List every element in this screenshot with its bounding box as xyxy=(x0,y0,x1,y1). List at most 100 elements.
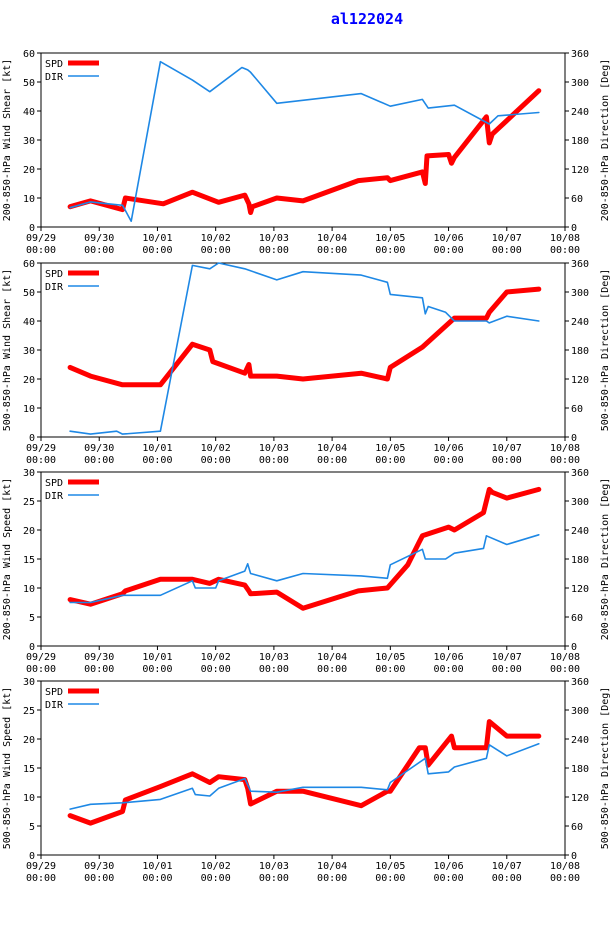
series-line-spd xyxy=(67,286,542,388)
y-tick-label: 30 xyxy=(23,677,35,688)
y-tick-label: 0 xyxy=(29,851,35,862)
x-tick-time: 00:00 xyxy=(317,664,347,675)
x-tick-time: 00:00 xyxy=(492,664,522,675)
x-tick-date: 10/05 xyxy=(375,861,405,872)
series-line-spd xyxy=(67,719,542,826)
y-tick-label: 20 xyxy=(23,165,35,176)
x-tick-time: 00:00 xyxy=(142,455,172,466)
x-tick-time: 00:00 xyxy=(550,873,580,884)
x-tick-date: 10/04 xyxy=(317,861,347,872)
x-tick-time: 00:00 xyxy=(434,245,464,256)
x-tick-date: 10/02 xyxy=(201,233,231,244)
x-tick-date: 10/06 xyxy=(434,861,464,872)
x-tick-date: 10/02 xyxy=(201,861,231,872)
x-tick-date: 09/30 xyxy=(84,233,114,244)
legend-label-dir: DIR xyxy=(45,282,64,293)
x-tick-date: 10/01 xyxy=(142,652,172,663)
y2-tick-label: 0 xyxy=(571,851,577,862)
legend-label-dir: DIR xyxy=(45,491,64,502)
y-tick-label: 30 xyxy=(23,468,35,479)
x-tick-time: 00:00 xyxy=(259,664,289,675)
x-tick-date: 10/01 xyxy=(142,443,172,454)
x-tick-date: 10/04 xyxy=(317,233,347,244)
x-tick-date: 10/07 xyxy=(492,233,522,244)
x-tick-date: 10/08 xyxy=(550,861,580,872)
x-tick-time: 00:00 xyxy=(201,245,231,256)
y2-tick-label: 60 xyxy=(571,404,583,415)
y-tick-label: 40 xyxy=(23,107,35,118)
x-tick-date: 10/05 xyxy=(375,652,405,663)
x-tick-time: 00:00 xyxy=(26,664,56,675)
chart-panel-1: 010203040506006012018024030036009/2900:0… xyxy=(2,49,611,256)
x-tick-time: 00:00 xyxy=(201,455,231,466)
x-tick-date: 10/06 xyxy=(434,652,464,663)
x-tick-time: 00:00 xyxy=(142,664,172,675)
chart-panel-4: 05101520253006012018024030036009/2900:00… xyxy=(2,677,611,884)
y-tick-label: 60 xyxy=(23,259,35,270)
x-tick-date: 10/02 xyxy=(201,443,231,454)
x-tick-time: 00:00 xyxy=(142,873,172,884)
y-tick-label: 20 xyxy=(23,735,35,746)
x-tick-date: 10/07 xyxy=(492,652,522,663)
legend-label-spd: SPD xyxy=(45,59,63,70)
y2-tick-label: 180 xyxy=(571,555,589,566)
x-tick-time: 00:00 xyxy=(317,455,347,466)
y2-tick-label: 300 xyxy=(571,497,589,508)
x-tick-time: 00:00 xyxy=(375,664,405,675)
y2-tick-label: 180 xyxy=(571,764,589,775)
y-tick-label: 0 xyxy=(29,433,35,444)
x-tick-date: 10/01 xyxy=(142,861,172,872)
x-tick-time: 00:00 xyxy=(84,245,114,256)
x-tick-date: 10/08 xyxy=(550,443,580,454)
x-tick-time: 00:00 xyxy=(375,245,405,256)
chart-panel-3: 05101520253006012018024030036009/2900:00… xyxy=(2,468,611,675)
page-title: al122024 xyxy=(330,10,404,28)
x-tick-time: 00:00 xyxy=(317,873,347,884)
y2-tick-label: 60 xyxy=(571,613,583,624)
x-tick-time: 00:00 xyxy=(84,664,114,675)
x-tick-time: 00:00 xyxy=(375,873,405,884)
y2-tick-label: 240 xyxy=(571,107,589,118)
y2-tick-label: 300 xyxy=(571,706,589,717)
y-tick-label: 30 xyxy=(23,136,35,147)
x-tick-date: 09/30 xyxy=(84,861,114,872)
y2-tick-label: 300 xyxy=(571,288,589,299)
y-axis-label: 500-850-hPa Wind Shear [kt] xyxy=(2,269,13,432)
legend-label-spd: SPD xyxy=(45,478,63,489)
series-line-spd xyxy=(67,486,542,611)
y2-tick-label: 0 xyxy=(571,642,577,653)
y-tick-label: 5 xyxy=(29,822,35,833)
legend-label-dir: DIR xyxy=(45,700,64,711)
y-tick-label: 10 xyxy=(23,194,35,205)
x-tick-time: 00:00 xyxy=(317,245,347,256)
x-tick-date: 10/03 xyxy=(259,443,289,454)
y2-tick-label: 60 xyxy=(571,194,583,205)
x-tick-time: 00:00 xyxy=(434,664,464,675)
y-tick-label: 10 xyxy=(23,793,35,804)
y2-tick-label: 360 xyxy=(571,468,589,479)
y2-tick-label: 0 xyxy=(571,433,577,444)
x-tick-time: 00:00 xyxy=(84,455,114,466)
y-tick-label: 50 xyxy=(23,288,35,299)
x-tick-time: 00:00 xyxy=(550,455,580,466)
x-tick-time: 00:00 xyxy=(259,245,289,256)
y2-tick-label: 180 xyxy=(571,346,589,357)
x-tick-date: 10/08 xyxy=(550,652,580,663)
x-tick-time: 00:00 xyxy=(492,873,522,884)
y2-tick-label: 120 xyxy=(571,793,589,804)
y-tick-label: 0 xyxy=(29,642,35,653)
y-tick-label: 20 xyxy=(23,375,35,386)
y2-tick-label: 0 xyxy=(571,223,577,234)
legend-label-spd: SPD xyxy=(45,687,63,698)
plot-frame xyxy=(40,680,566,856)
x-tick-date: 10/01 xyxy=(142,233,172,244)
series-line-dir xyxy=(69,262,540,435)
y-tick-label: 25 xyxy=(23,497,35,508)
x-tick-time: 00:00 xyxy=(26,455,56,466)
y-axis-label: 200-850-hPa Wind Shear [kt] xyxy=(2,59,13,222)
y2-tick-label: 120 xyxy=(571,375,589,386)
x-tick-time: 00:00 xyxy=(550,664,580,675)
y2-tick-label: 120 xyxy=(571,165,589,176)
y-tick-label: 30 xyxy=(23,346,35,357)
